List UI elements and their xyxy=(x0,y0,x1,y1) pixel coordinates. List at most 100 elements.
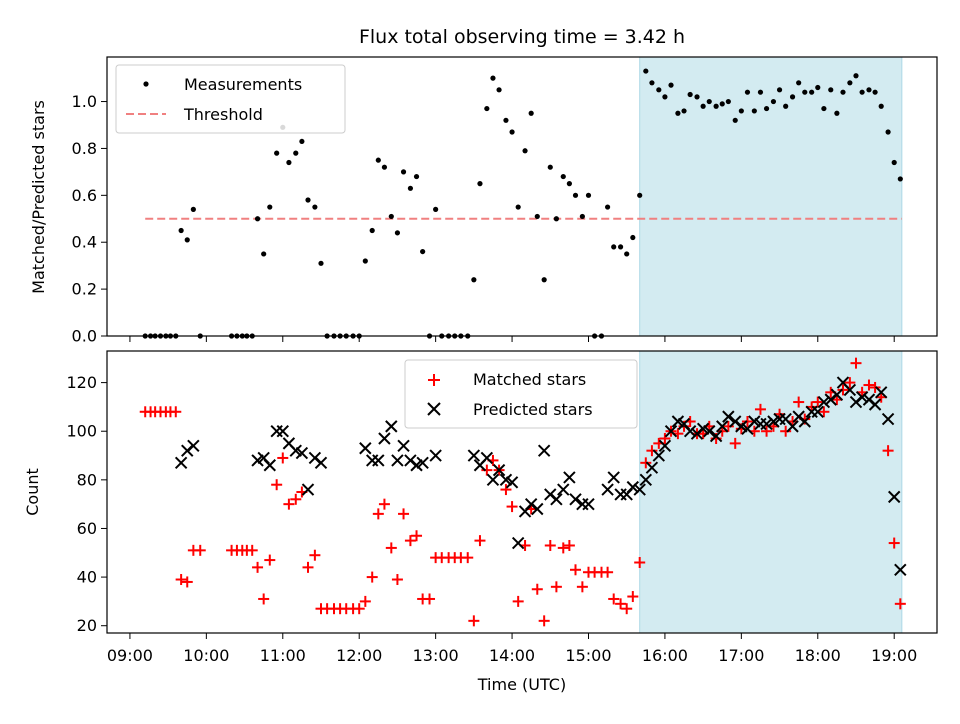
measurement-point xyxy=(872,89,878,95)
matched-star-point xyxy=(722,420,734,432)
matched-star-point xyxy=(634,557,646,568)
top-y-tick-label: 1.0 xyxy=(72,92,97,111)
bottom-legend-box xyxy=(404,359,638,429)
top-y-tick-label: 0.6 xyxy=(72,186,97,205)
measurement-point xyxy=(496,87,502,93)
matched-star-point xyxy=(252,561,264,573)
measurement-point xyxy=(675,110,681,116)
measurement-point xyxy=(274,150,280,156)
measurement-point xyxy=(802,89,808,95)
matched-star-point xyxy=(404,535,416,547)
matched-star-point xyxy=(468,615,480,627)
predicted-star-point xyxy=(868,398,882,411)
predicted-star-point xyxy=(314,456,328,470)
matched-star-point xyxy=(194,544,206,556)
predicted-star-point xyxy=(817,395,831,409)
measurement-point xyxy=(369,227,375,234)
matched-star-point xyxy=(754,403,766,415)
measurement-point xyxy=(420,248,426,255)
measurement-point xyxy=(515,204,521,210)
predicted-star-point xyxy=(397,439,410,453)
top-y-tick-label: 0.4 xyxy=(72,233,97,252)
matched-star-point xyxy=(563,539,575,551)
top-y-axis-label: Matched/Predicted stars xyxy=(29,100,48,294)
measurement-point xyxy=(815,84,821,91)
measurement-point xyxy=(643,68,649,74)
measurement-point xyxy=(305,197,311,203)
bottom-y-tick-label: 60 xyxy=(77,519,97,538)
matched-star-point xyxy=(309,549,321,561)
legend-measurements-marker xyxy=(143,81,149,87)
measurement-point xyxy=(853,73,859,79)
bottom-y-axis-label: Count xyxy=(23,468,42,516)
matched-star-point xyxy=(302,561,314,573)
matched-star-point xyxy=(359,595,371,607)
measurement-point xyxy=(534,213,540,220)
matched-star-point xyxy=(506,501,518,513)
predicted-star-point xyxy=(429,449,442,462)
matched-star-point xyxy=(882,445,894,457)
bottom-y-axis: 20 40 60 80 100 120 xyxy=(66,373,107,635)
measurement-point xyxy=(706,98,712,105)
measurement-point xyxy=(490,75,496,81)
predicted-star-point xyxy=(378,432,391,445)
predicted-star-point xyxy=(187,439,200,453)
predicted-star-point xyxy=(875,386,888,399)
matched-star-point xyxy=(264,554,276,566)
matched-star-point xyxy=(462,552,474,564)
measurement-point xyxy=(834,110,840,116)
predicted-star-point xyxy=(633,483,646,496)
measurement-point xyxy=(668,82,674,88)
matched-star-point xyxy=(550,581,562,593)
predicted-star-point xyxy=(887,490,901,504)
predicted-star-point xyxy=(722,410,735,423)
predicted-star-point xyxy=(703,425,716,438)
measurement-point xyxy=(394,230,401,236)
measurement-point xyxy=(809,89,815,95)
matched-star-point xyxy=(531,583,543,595)
matched-star-point xyxy=(569,564,581,576)
bottom-x-axis: 09:00 10:00 11:00 12:00 13:00 14:00 15:00 16:00… xyxy=(107,633,917,665)
predicted-star-point xyxy=(652,449,666,462)
measurement-point xyxy=(713,103,719,109)
measurement-point xyxy=(190,206,196,212)
matched-star-point xyxy=(391,574,403,586)
measurement-point xyxy=(318,260,324,266)
measurement-point xyxy=(579,213,585,220)
predicted-star-point xyxy=(582,497,595,511)
predicted-star-point xyxy=(174,456,188,470)
measurement-point xyxy=(572,192,579,198)
bottom-y-tick-label: 80 xyxy=(77,470,97,489)
bottom-y-tick-label: 120 xyxy=(66,373,97,392)
measurement-point xyxy=(509,129,515,135)
predicted-star-point xyxy=(601,483,614,496)
top-y-tick-label: 0.2 xyxy=(72,280,97,299)
bottom-highlight-span xyxy=(639,350,903,634)
predicted-star-point xyxy=(480,451,494,465)
matched-star-point xyxy=(812,396,824,408)
predicted-star-point xyxy=(855,390,869,404)
measurement-point xyxy=(312,204,318,210)
predicted-star-point xyxy=(365,454,379,467)
matched-star-point xyxy=(283,498,295,510)
measurement-point xyxy=(681,108,687,114)
predicted-star-point xyxy=(537,444,551,457)
bottom-axes-frame xyxy=(106,350,938,634)
matched-star-point xyxy=(385,542,397,554)
x-tick-label: 13:00 xyxy=(413,646,459,665)
matched-star-point xyxy=(271,479,283,491)
predicted-star-point xyxy=(276,425,289,438)
predicted-star-point xyxy=(391,454,404,467)
measurement-point xyxy=(254,216,261,222)
measurement-point xyxy=(617,244,624,250)
measurement-point xyxy=(286,159,292,166)
measurement-point xyxy=(770,98,777,105)
measurement-point xyxy=(477,181,483,187)
matched-star-point xyxy=(512,595,524,607)
legend-predicted-marker xyxy=(427,402,441,416)
matched-star-point xyxy=(277,452,289,464)
predicted-star-point xyxy=(626,480,640,494)
top-y-tick-label: 0.0 xyxy=(72,327,97,346)
matched-star-point xyxy=(424,593,436,605)
matched-star-point xyxy=(844,377,856,389)
